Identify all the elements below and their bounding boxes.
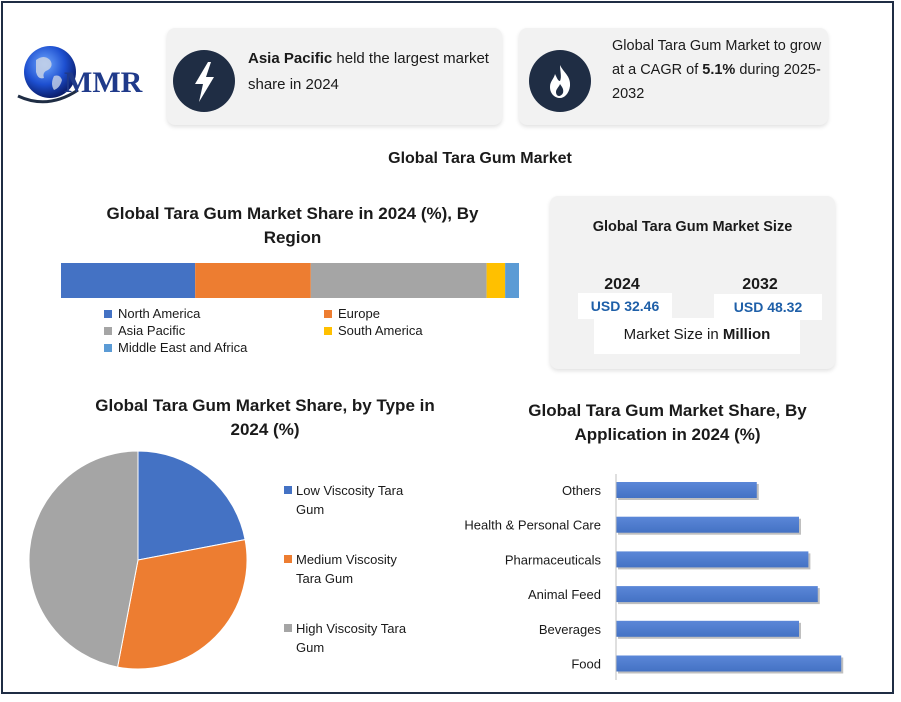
type-legend-high-viscosity-tara-gum: High Viscosity Tara Gum (284, 619, 414, 657)
info-card-asia-bold: Asia Pacific (248, 50, 333, 67)
info-card-cagr: Global Tara Gum Market to grow at a CAGR… (519, 28, 828, 125)
market-size-caption: Market Size in Million (594, 326, 800, 343)
legend-label: South America (338, 323, 423, 338)
region-segment-south-america (486, 263, 506, 298)
application-label-beverages: Beverages (539, 622, 602, 637)
market-size-title: Global Tara Gum Market Size (592, 219, 793, 235)
region-legend-europe: Europe (324, 306, 380, 321)
pie-slice-high-viscosity-tara-gum (28, 450, 139, 668)
lightning-icon-circle (173, 50, 235, 112)
info-card-asia: Asia Pacific held the largest market sha… (167, 28, 502, 125)
legend-swatch (104, 326, 112, 335)
legend-swatch (324, 309, 332, 318)
application-label-animal-feed: Animal Feed (528, 587, 601, 602)
value-2032: USD 48.32 (714, 294, 822, 320)
legend-label: High Viscosity Tara Gum (296, 621, 407, 655)
type-legend-low-viscosity-tara-gum: Low Viscosity Tara Gum (284, 481, 414, 519)
legend-label: Asia Pacific (118, 323, 186, 338)
flame-icon-circle (529, 50, 591, 112)
info-card-asia-text: Asia Pacific held the largest market sha… (248, 46, 493, 98)
info-card-cagr-pre: Global Tara Gum Market to grow at a CAGR… (612, 38, 822, 78)
application-label-food: Food (571, 657, 601, 672)
region-legend-middle-east-and-africa: Middle East and Africa (104, 340, 247, 355)
type-legend-medium-viscosity-tara-gum: Medium Viscosity Tara Gum (284, 550, 414, 588)
region-legend-asia-pacific: Asia Pacific (104, 323, 185, 338)
info-card-cagr-text: Global Tara Gum Market to grow at a CAGR… (612, 34, 830, 106)
info-card-cagr-bold: 5.1% (702, 62, 736, 78)
infographic-frame (1, 1, 894, 694)
year-2024: 2024 (604, 276, 640, 293)
market-size-caption-text: Market Size in (623, 326, 723, 343)
market-size-caption-unit: Million (722, 326, 771, 343)
application-label-health-personal-care: Health & Personal Care (464, 518, 601, 533)
pie-slice-low-viscosity-tara-gum (137, 450, 246, 561)
region-segment-europe (195, 263, 311, 298)
application-bar-chart: Others Health & Personal Care Pharmaceutic… (464, 474, 844, 680)
market-size-caption-box (594, 318, 800, 354)
region-segment-north-america (61, 263, 196, 298)
value-2024: USD 32.46 (578, 293, 672, 319)
application-label-pharmaceuticals: Pharmaceuticals (505, 552, 602, 567)
info-card-cagr-post: during 2025-2032 (612, 62, 821, 102)
application-bar-health-personal-care (616, 516, 799, 533)
legend-swatch (104, 343, 112, 352)
application-label-others: Others (562, 483, 602, 498)
legend-swatch (284, 486, 292, 494)
application-chart-title: Global Tara Gum Market Share, By Applica… (528, 401, 807, 444)
info-card-asia-rest: held the largest market share in 2024 (248, 50, 489, 93)
legend-label: Medium Viscosity Tara Gum (296, 552, 397, 586)
application-bar-animal-feed (616, 586, 818, 603)
main-title: Global Tara Gum Market (388, 150, 572, 167)
legend-swatch (284, 555, 292, 563)
legend-label: North America (118, 306, 201, 321)
lightning-icon (195, 62, 214, 102)
application-bar-others (616, 482, 757, 498)
region-segment-asia-pacific (310, 263, 487, 298)
market-size-card: Global Tara Gum Market Size 2024 2032 US… (550, 196, 835, 369)
application-bar-food (616, 655, 842, 672)
region-legend-north-america: North America (104, 306, 200, 321)
type-chart-title: Global Tara Gum Market Share, by Type in… (95, 396, 435, 439)
logo: MMR (14, 40, 154, 110)
application-bar-beverages (616, 620, 799, 637)
pie-slice-medium-viscosity-tara-gum (116, 538, 248, 670)
region-stacked-bar (61, 263, 519, 298)
legend-swatch (104, 309, 112, 318)
legend-swatch (324, 326, 332, 335)
region-chart-title: Global Tara Gum Market Share in 2024 (%)… (106, 204, 479, 247)
application-bar-pharmaceuticals (616, 551, 809, 568)
region-segment-middle-east-and-africa (505, 263, 519, 298)
legend-label: Low Viscosity Tara Gum (296, 483, 404, 517)
globe-icon (17, 46, 79, 104)
region-legend-south-america: South America (324, 323, 423, 338)
logo-text: MMR (64, 66, 143, 99)
flame-icon (550, 65, 571, 98)
legend-label: Europe (338, 306, 380, 321)
legend-label: Middle East and Africa (118, 340, 248, 355)
type-pie-chart (28, 450, 248, 670)
legend-swatch (284, 624, 292, 632)
year-2032: 2032 (742, 276, 778, 293)
